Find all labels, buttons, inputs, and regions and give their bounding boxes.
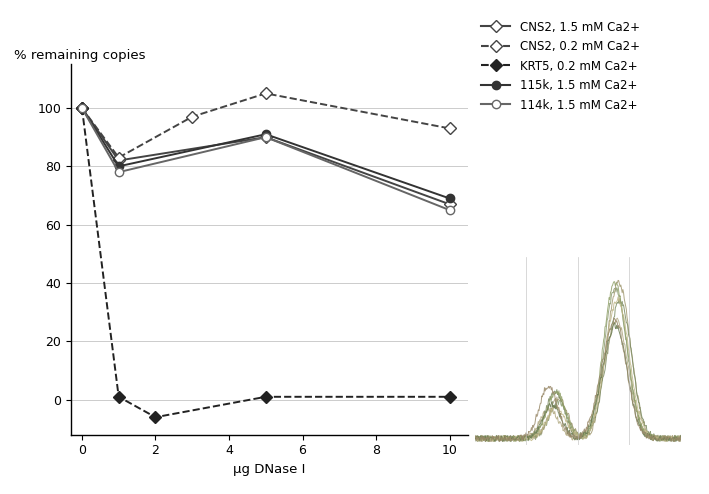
Text: % remaining copies: % remaining copies (14, 49, 145, 62)
X-axis label: μg DNase I: μg DNase I (233, 463, 306, 476)
Legend: CNS2, 1.5 mM Ca2+, CNS2, 0.2 mM Ca2+, KRT5, 0.2 mM Ca2+, 115k, 1.5 mM Ca2+, 114k: CNS2, 1.5 mM Ca2+, CNS2, 0.2 mM Ca2+, KR… (481, 21, 640, 112)
